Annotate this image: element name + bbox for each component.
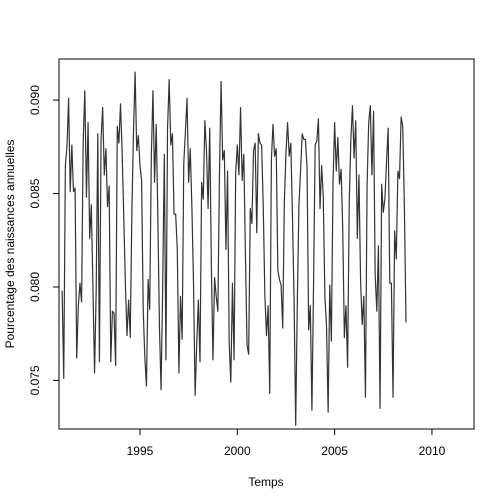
x-axis-label: Temps <box>248 475 283 489</box>
y-tick-label: 0.075 <box>28 365 42 395</box>
y-tick-label: 0.085 <box>28 178 42 208</box>
y-axis-label: Pourcentage des naissances annuelles <box>3 140 17 349</box>
x-tick-label: 2000 <box>224 444 251 458</box>
series-line <box>61 71 407 426</box>
x-tick-label: 2005 <box>321 444 348 458</box>
y-axis: 0.075 0.080 0.085 0.090 <box>28 85 59 395</box>
x-tick-label: 1995 <box>127 444 154 458</box>
series-layer <box>61 71 407 426</box>
x-axis: 1995 2000 2005 2010 <box>127 429 446 458</box>
y-tick-label: 0.090 <box>28 85 42 115</box>
plot-frame <box>58 58 475 430</box>
x-tick-label: 2010 <box>419 444 446 458</box>
y-tick-label: 0.080 <box>28 272 42 302</box>
